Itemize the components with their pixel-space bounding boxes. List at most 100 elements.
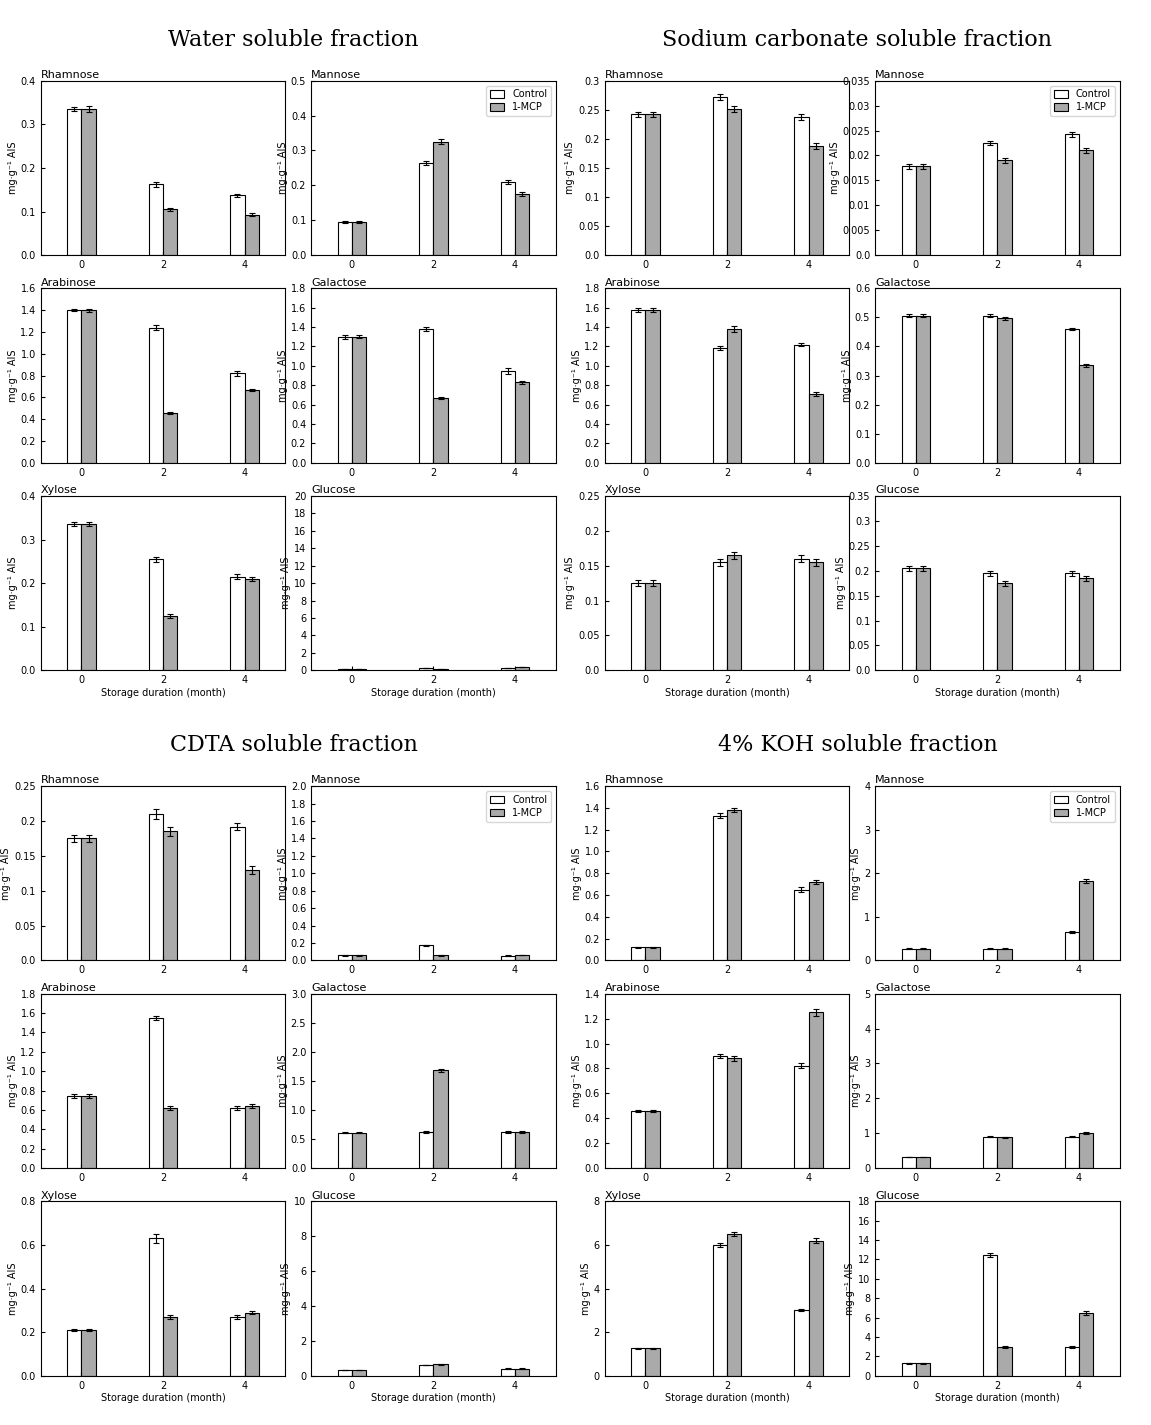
Bar bbox=[245, 389, 259, 463]
Bar bbox=[916, 569, 930, 670]
X-axis label: Storage duration (month): Storage duration (month) bbox=[100, 1394, 226, 1404]
Bar bbox=[712, 348, 727, 463]
Bar bbox=[631, 948, 646, 960]
Y-axis label: mg·g⁻¹ AIS: mg·g⁻¹ AIS bbox=[8, 349, 17, 402]
Bar bbox=[516, 382, 529, 463]
Bar bbox=[148, 1238, 163, 1375]
Text: Xylose: Xylose bbox=[40, 485, 77, 494]
Bar bbox=[998, 1347, 1012, 1375]
Bar bbox=[1080, 365, 1093, 463]
Text: Galactose: Galactose bbox=[875, 278, 930, 288]
Bar bbox=[794, 1066, 809, 1168]
Bar bbox=[82, 1096, 96, 1168]
Bar bbox=[727, 1234, 741, 1375]
Text: Xylose: Xylose bbox=[604, 485, 641, 494]
Bar bbox=[82, 1330, 96, 1375]
Bar bbox=[794, 889, 809, 960]
Bar bbox=[82, 311, 96, 463]
Text: Mannose: Mannose bbox=[875, 70, 925, 80]
Bar bbox=[337, 222, 352, 255]
X-axis label: Storage duration (month): Storage duration (month) bbox=[664, 1394, 790, 1404]
Bar bbox=[712, 97, 727, 255]
Bar bbox=[434, 141, 448, 255]
Bar bbox=[230, 195, 245, 255]
Bar bbox=[983, 949, 998, 960]
Y-axis label: mg·g⁻¹ AIS: mg·g⁻¹ AIS bbox=[8, 557, 17, 610]
Bar bbox=[148, 814, 163, 960]
Bar bbox=[230, 373, 245, 463]
X-axis label: Storage duration (month): Storage duration (month) bbox=[371, 688, 496, 698]
Bar bbox=[1080, 151, 1093, 255]
Y-axis label: mg·g⁻¹ AIS: mg·g⁻¹ AIS bbox=[852, 1054, 861, 1107]
X-axis label: Storage duration (month): Storage duration (month) bbox=[371, 1394, 496, 1404]
Text: Xylose: Xylose bbox=[40, 1190, 77, 1200]
Bar bbox=[352, 1133, 366, 1168]
Bar bbox=[163, 413, 177, 463]
Bar bbox=[163, 616, 177, 670]
Bar bbox=[727, 329, 741, 463]
Bar bbox=[352, 1371, 366, 1375]
Bar bbox=[646, 583, 660, 670]
Bar bbox=[983, 316, 998, 463]
X-axis label: Storage duration (month): Storage duration (month) bbox=[664, 688, 790, 698]
Bar bbox=[82, 524, 96, 670]
Text: Arabinose: Arabinose bbox=[40, 983, 97, 993]
Bar bbox=[245, 1106, 259, 1168]
Bar bbox=[245, 869, 259, 960]
Bar bbox=[82, 838, 96, 960]
Bar bbox=[794, 345, 809, 463]
Bar bbox=[163, 209, 177, 255]
Bar bbox=[809, 1241, 823, 1375]
Bar bbox=[916, 167, 930, 255]
Bar bbox=[352, 955, 366, 960]
Text: Arabinose: Arabinose bbox=[604, 983, 661, 993]
Bar bbox=[794, 1311, 809, 1375]
Bar bbox=[1080, 881, 1093, 960]
Text: Arabinose: Arabinose bbox=[604, 278, 661, 288]
Y-axis label: mg·g⁻¹ AIS: mg·g⁻¹ AIS bbox=[565, 557, 576, 610]
Y-axis label: mg·g⁻¹ AIS: mg·g⁻¹ AIS bbox=[836, 557, 846, 610]
Text: Galactose: Galactose bbox=[875, 983, 930, 993]
Bar bbox=[727, 809, 741, 960]
Legend: Control, 1-MCP: Control, 1-MCP bbox=[486, 86, 551, 117]
Text: 4% KOH soluble fraction: 4% KOH soluble fraction bbox=[717, 734, 998, 755]
Bar bbox=[1080, 579, 1093, 670]
Bar bbox=[67, 524, 82, 670]
Bar bbox=[631, 1112, 646, 1168]
Bar bbox=[983, 1254, 998, 1375]
Bar bbox=[901, 316, 916, 463]
Y-axis label: mg·g⁻¹ AIS: mg·g⁻¹ AIS bbox=[279, 349, 288, 402]
Y-axis label: mg·g⁻¹ AIS: mg·g⁻¹ AIS bbox=[565, 141, 576, 194]
Bar bbox=[230, 1109, 245, 1168]
Bar bbox=[809, 1012, 823, 1168]
Bar bbox=[516, 955, 529, 960]
Bar bbox=[67, 1096, 82, 1168]
Bar bbox=[67, 110, 82, 255]
Bar bbox=[419, 1131, 434, 1168]
Y-axis label: mg·g⁻¹ AIS: mg·g⁻¹ AIS bbox=[830, 141, 840, 194]
Bar bbox=[230, 577, 245, 670]
Bar bbox=[337, 955, 352, 960]
Bar bbox=[434, 955, 448, 960]
Bar bbox=[501, 956, 516, 960]
Bar bbox=[901, 1364, 916, 1375]
Bar bbox=[245, 215, 259, 255]
Bar bbox=[516, 1368, 529, 1375]
Bar bbox=[337, 1371, 352, 1375]
Bar bbox=[67, 311, 82, 463]
Bar bbox=[998, 1137, 1012, 1168]
Bar bbox=[148, 1017, 163, 1168]
Bar bbox=[1065, 329, 1080, 463]
Bar bbox=[352, 222, 366, 255]
Bar bbox=[983, 573, 998, 670]
Bar bbox=[646, 309, 660, 463]
Bar bbox=[434, 1070, 448, 1168]
Bar bbox=[809, 882, 823, 960]
Bar bbox=[419, 329, 434, 463]
X-axis label: Storage duration (month): Storage duration (month) bbox=[935, 1394, 1060, 1404]
Bar bbox=[337, 336, 352, 463]
Bar bbox=[352, 336, 366, 463]
Bar bbox=[916, 316, 930, 463]
Y-axis label: mg·g⁻¹ AIS: mg·g⁻¹ AIS bbox=[277, 1054, 288, 1107]
Bar bbox=[916, 1364, 930, 1375]
